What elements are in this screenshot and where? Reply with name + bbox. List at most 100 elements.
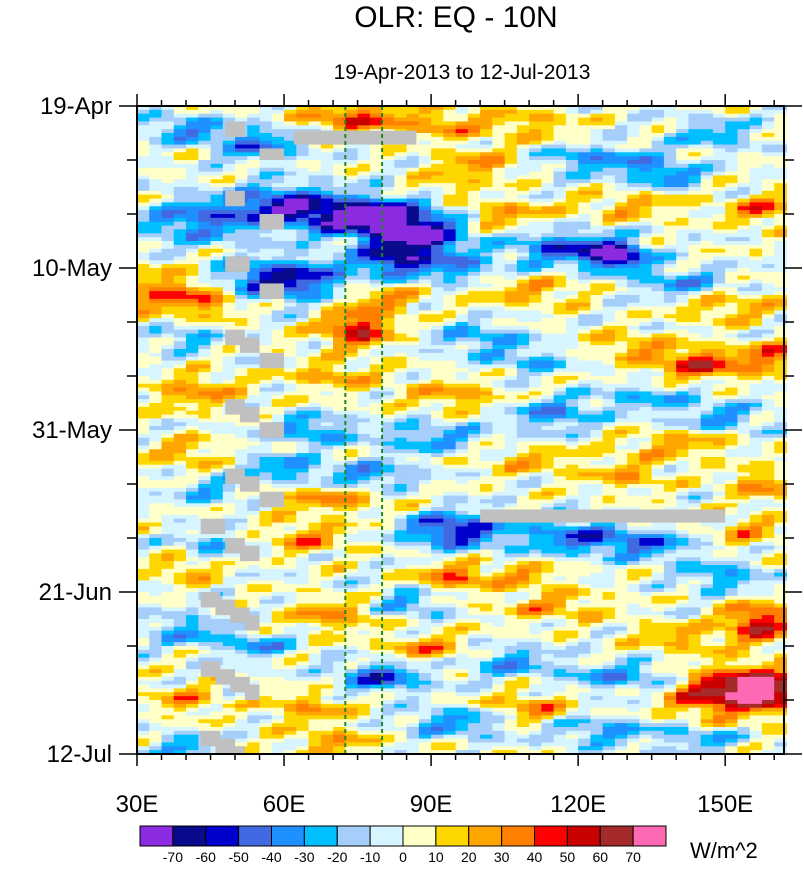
heatmap-cell — [198, 129, 212, 134]
heatmap-cell — [553, 129, 567, 134]
heatmap-cell — [284, 457, 297, 462]
heatmap-cell — [541, 206, 555, 211]
heatmap-cell — [749, 167, 763, 173]
heatmap-cell — [590, 152, 604, 157]
heatmap-cell — [565, 298, 579, 304]
heatmap-cell — [565, 140, 579, 146]
heatmap-cell — [737, 106, 751, 111]
heatmap-cell — [761, 129, 775, 134]
heatmap-cell — [406, 457, 420, 462]
heatmap-cell — [614, 360, 628, 366]
heatmap-cell — [761, 160, 775, 165]
heatmap-cell — [712, 418, 726, 423]
heatmap-cell — [663, 368, 677, 373]
heatmap-cell — [161, 175, 175, 180]
heatmap-cell — [480, 183, 493, 188]
heatmap-cell — [247, 325, 261, 331]
heatmap-cell — [774, 341, 788, 346]
heatmap-cell — [296, 337, 310, 342]
heatmap-cell — [198, 329, 212, 335]
heatmap-cell — [198, 140, 212, 146]
heatmap-cell — [357, 345, 371, 350]
heatmap-cell — [553, 379, 567, 385]
heatmap-cell — [614, 464, 628, 470]
heatmap-cell — [688, 264, 702, 269]
heatmap-cell — [614, 136, 628, 142]
heatmap-cell — [406, 356, 420, 362]
heatmap-cell — [627, 148, 640, 153]
heatmap-cell — [761, 314, 775, 319]
heatmap-cell — [700, 129, 714, 134]
heatmap-cell — [137, 372, 150, 377]
heatmap-cell — [639, 210, 653, 215]
heatmap-cell — [443, 329, 457, 335]
heatmap-cell — [308, 387, 322, 393]
heatmap-cell — [173, 237, 187, 242]
heatmap-cell — [296, 441, 310, 447]
heatmap-cell — [565, 306, 579, 312]
heatmap-cell — [761, 279, 775, 285]
heatmap-cell — [725, 183, 739, 188]
heatmap-cell — [284, 156, 297, 161]
heatmap-cell — [504, 198, 518, 204]
heatmap-cell — [235, 352, 248, 358]
heatmap-cell — [357, 314, 371, 319]
heatmap-cell — [333, 460, 346, 466]
heatmap-cell — [198, 433, 212, 439]
heatmap-cell — [480, 441, 493, 447]
heatmap-cell — [235, 422, 248, 427]
heatmap-cell — [602, 314, 616, 319]
heatmap-cell — [737, 325, 751, 331]
heatmap-cell — [284, 117, 297, 123]
heatmap-cell — [198, 310, 212, 315]
heatmap-cell — [602, 202, 616, 207]
heatmap-cell — [394, 275, 408, 281]
heatmap-cell — [394, 217, 408, 223]
heatmap-cell — [161, 410, 175, 416]
heatmap-cell — [345, 148, 359, 153]
heatmap-cell — [578, 387, 591, 393]
heatmap-cell — [639, 221, 653, 227]
heatmap-cell — [308, 449, 322, 454]
heatmap-cell — [529, 345, 542, 350]
heatmap-cell — [700, 233, 714, 238]
heatmap-cell — [222, 210, 236, 215]
heatmap-cell — [394, 430, 408, 435]
heatmap-cell — [614, 310, 628, 315]
heatmap-cell — [418, 295, 432, 300]
heatmap-cell — [602, 302, 616, 308]
heatmap-cell — [749, 322, 763, 327]
heatmap-cell — [663, 406, 677, 412]
heatmap-cell — [345, 214, 359, 219]
heatmap-cell — [296, 163, 310, 169]
heatmap-cell — [737, 109, 751, 115]
heatmap-cell — [137, 464, 150, 470]
heatmap-cell — [467, 306, 481, 312]
heatmap-cell — [406, 156, 420, 161]
heatmap-cell — [676, 171, 690, 177]
heatmap-cell — [480, 383, 493, 389]
heatmap-cell — [418, 322, 432, 327]
heatmap-cell — [455, 337, 469, 342]
heatmap-cell — [553, 430, 567, 435]
heatmap-cell — [700, 441, 714, 447]
heatmap-cell — [222, 453, 236, 458]
heatmap-cell — [284, 167, 297, 173]
heatmap-cell — [320, 379, 334, 385]
heatmap-cell — [222, 144, 236, 150]
heatmap-cell — [198, 179, 212, 184]
heatmap-cell — [565, 125, 579, 130]
heatmap-cell — [676, 302, 690, 308]
heatmap-cell — [247, 198, 261, 204]
heatmap-cell — [210, 387, 224, 393]
heatmap-cell — [455, 271, 469, 277]
heatmap-cell — [663, 106, 677, 111]
heatmap-cell — [210, 318, 224, 323]
heatmap-cell — [700, 106, 714, 111]
heatmap-cell — [712, 106, 726, 111]
heatmap-cell — [235, 183, 248, 188]
heatmap-cell — [774, 306, 788, 312]
heatmap-cell — [541, 406, 555, 412]
heatmap-cell — [137, 441, 150, 447]
heatmap-cell — [516, 156, 530, 161]
